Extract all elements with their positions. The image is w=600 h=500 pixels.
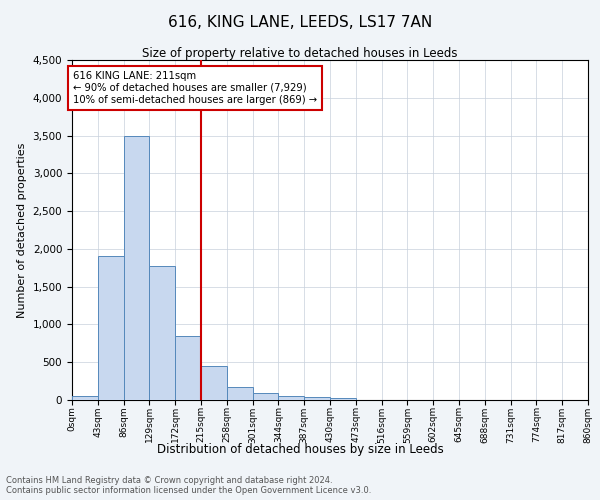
Bar bbox=[330, 398, 356, 400]
Bar bbox=[278, 396, 304, 400]
Text: Size of property relative to detached houses in Leeds: Size of property relative to detached ho… bbox=[142, 48, 458, 60]
Bar bbox=[175, 336, 201, 400]
Bar bbox=[98, 256, 124, 400]
Bar bbox=[72, 396, 98, 400]
Bar bbox=[124, 136, 149, 400]
Bar bbox=[149, 266, 175, 400]
Text: 616, KING LANE, LEEDS, LS17 7AN: 616, KING LANE, LEEDS, LS17 7AN bbox=[168, 15, 432, 30]
Bar bbox=[201, 366, 227, 400]
Text: Contains HM Land Registry data © Crown copyright and database right 2024.
Contai: Contains HM Land Registry data © Crown c… bbox=[6, 476, 371, 495]
Bar bbox=[253, 393, 278, 400]
Bar bbox=[304, 397, 330, 400]
Y-axis label: Number of detached properties: Number of detached properties bbox=[17, 142, 27, 318]
Bar bbox=[227, 387, 253, 400]
Text: 616 KING LANE: 211sqm
← 90% of detached houses are smaller (7,929)
10% of semi-d: 616 KING LANE: 211sqm ← 90% of detached … bbox=[73, 72, 317, 104]
Text: Distribution of detached houses by size in Leeds: Distribution of detached houses by size … bbox=[157, 442, 443, 456]
